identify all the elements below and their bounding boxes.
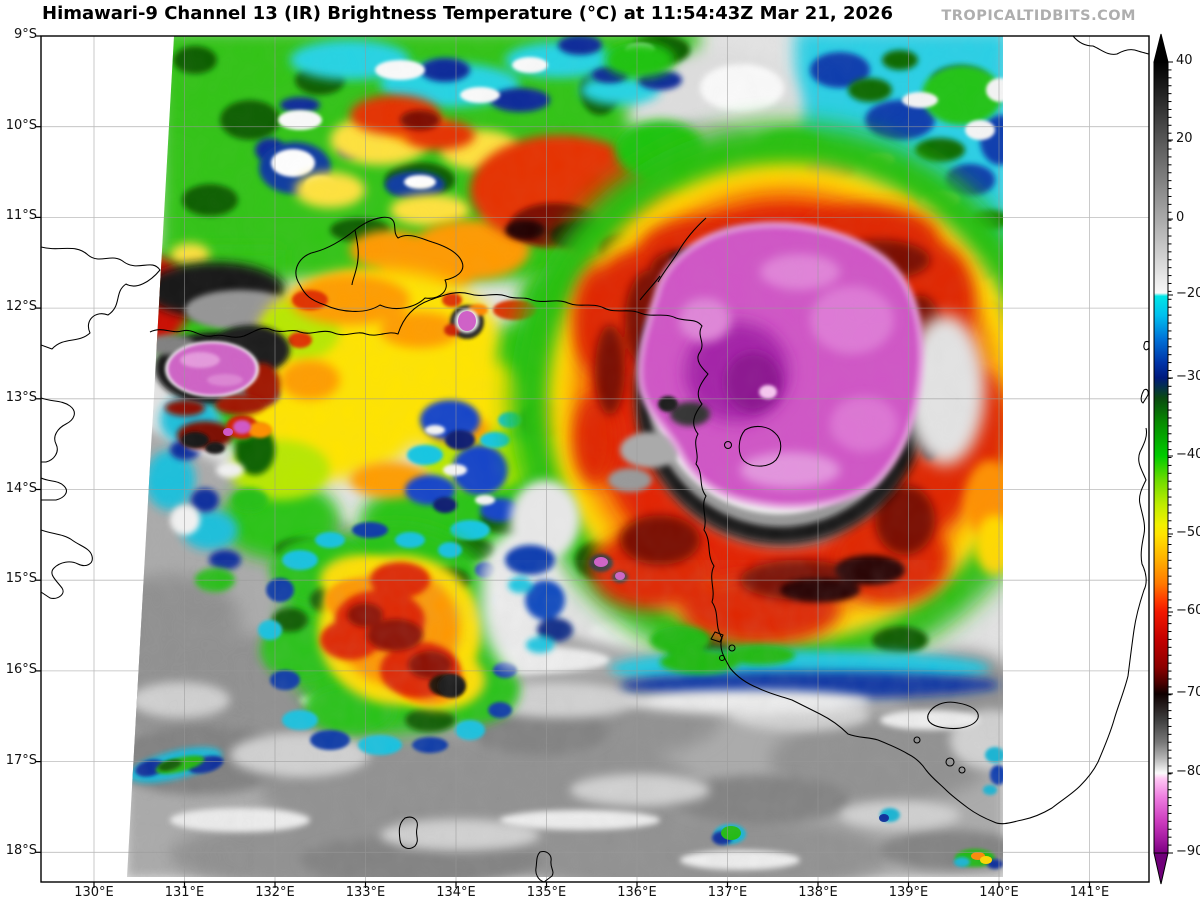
watermark: TROPICALTIDBITS.COM	[941, 8, 1136, 24]
y-tick-label: 14°S	[5, 480, 37, 496]
x-tick-label: 134°E	[436, 885, 476, 900]
x-tick-label: 137°E	[707, 885, 748, 900]
y-tick-label: 12°S	[5, 299, 37, 315]
colorbar	[1153, 33, 1173, 885]
x-tick-label: 138°E	[798, 885, 838, 900]
x-tick-label: 132°E	[255, 885, 295, 900]
imagery-layer	[127, 36, 1003, 877]
colorbar-tick-label: −30	[1176, 369, 1200, 384]
colorbar-tick-label: 0	[1176, 210, 1185, 225]
y-tick-label: 9°S	[13, 27, 37, 42]
x-tick-label: 141°E	[1069, 885, 1110, 900]
y-tick-label: 18°S	[5, 843, 37, 859]
plot-title: Himawari-9 Channel 13 (IR) Brightness Te…	[42, 3, 894, 24]
colorbar-tick-label: −70	[1176, 685, 1200, 700]
y-tick-label: 10°S	[5, 117, 37, 133]
colorbar-tick-label: −40	[1176, 447, 1200, 462]
x-tick-label: 136°E	[617, 885, 657, 900]
axis-ticks	[35, 35, 1091, 888]
y-tick-label: 17°S	[5, 752, 37, 768]
lat-lon-gridlines	[41, 36, 1149, 882]
x-tick-label: 140°E	[979, 885, 1019, 900]
colorbar-tick-label: −80	[1176, 764, 1200, 779]
y-tick-label: 11°S	[5, 208, 37, 224]
plot-border	[40, 35, 1150, 883]
colorbar-tick-label: −90	[1176, 844, 1200, 859]
coastlines	[41, 36, 1149, 882]
x-tick-label: 131°E	[164, 885, 205, 900]
colorbar-tick-label: 40	[1176, 53, 1193, 68]
x-tick-label: 133°E	[345, 885, 386, 900]
x-tick-label: 130°E	[74, 885, 114, 900]
colorbar-tick-label: −50	[1176, 525, 1200, 540]
x-tick-label: 135°E	[526, 885, 567, 900]
colorbar-ticks	[1168, 61, 1173, 854]
x-tick-label: 139°E	[888, 885, 929, 900]
y-tick-label: 13°S	[5, 389, 37, 405]
colorbar-tick-label: 20	[1176, 131, 1193, 146]
colorbar-tick-label: −20	[1176, 286, 1200, 301]
y-tick-label: 16°S	[5, 661, 37, 677]
y-tick-label: 15°S	[5, 571, 37, 587]
colorbar-tick-label: −60	[1176, 603, 1200, 618]
